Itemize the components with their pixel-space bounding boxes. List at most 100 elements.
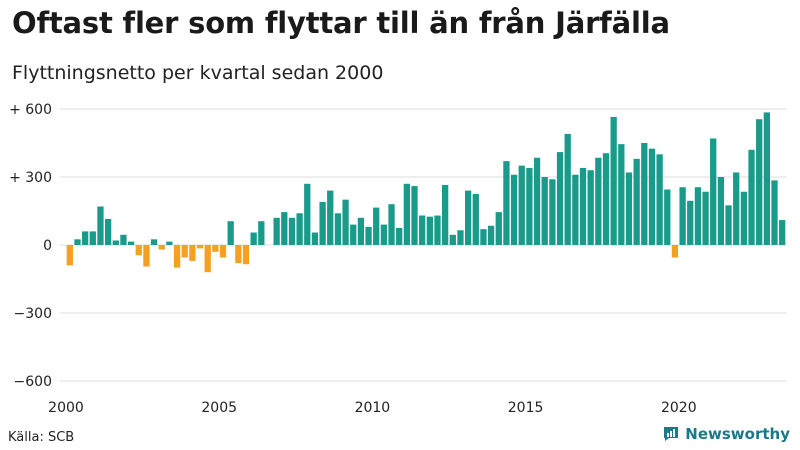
bar	[281, 212, 288, 245]
bar	[618, 144, 625, 245]
x-tick-label: 2000	[48, 400, 84, 416]
bar	[679, 187, 686, 245]
bar	[633, 158, 640, 245]
bar	[82, 231, 89, 245]
bar	[717, 177, 725, 245]
bar	[457, 230, 464, 245]
bar	[771, 180, 778, 245]
bar	[472, 194, 479, 245]
bar	[296, 213, 303, 245]
bar	[564, 133, 571, 245]
bar	[411, 186, 418, 245]
bar	[242, 245, 250, 265]
bar	[740, 191, 748, 245]
bar	[556, 152, 564, 245]
bar	[595, 157, 602, 245]
bar	[403, 183, 410, 245]
bar	[694, 187, 702, 245]
bar	[426, 216, 433, 245]
bar	[449, 234, 456, 245]
bar	[648, 148, 656, 245]
bar	[150, 239, 158, 245]
bar	[388, 204, 395, 245]
bar	[380, 224, 388, 245]
x-tick-label: 2015	[508, 400, 544, 416]
bar	[641, 143, 648, 245]
bar	[350, 224, 357, 245]
bar	[127, 241, 135, 245]
bar	[173, 245, 181, 268]
x-tick-label: 2010	[355, 400, 391, 416]
x-tick-label: 2020	[661, 400, 697, 416]
y-tick-label: −600	[14, 374, 52, 390]
brand-name: Newsworthy	[685, 425, 790, 443]
bar	[579, 167, 587, 245]
bar	[702, 191, 709, 245]
bar	[602, 153, 610, 245]
bar	[104, 218, 112, 245]
bar	[250, 232, 257, 245]
bar	[487, 225, 495, 245]
bar	[518, 165, 525, 245]
x-axis-ticks: 2000 2005 2010 2015 2020	[48, 400, 696, 416]
bar	[120, 234, 127, 245]
bar	[181, 245, 188, 258]
bar	[158, 245, 165, 250]
bar	[510, 174, 518, 245]
bar	[189, 245, 196, 261]
bar	[503, 161, 510, 245]
bar	[66, 245, 73, 266]
bar	[227, 221, 234, 245]
bar	[733, 172, 740, 245]
y-tick-label: + 300	[9, 170, 52, 186]
y-tick-label: 0	[43, 238, 52, 254]
chart-subtitle: Flyttningsnetto per kvartal sedan 2000	[12, 62, 384, 84]
bar	[779, 220, 786, 245]
bar	[74, 239, 81, 245]
bar	[196, 245, 204, 249]
bar-chart: + 600 + 300 0 −300 −600 2000 2005 2010 2015 2020	[9, 102, 786, 416]
chart-title: Oftast fler som flyttar till än från Jär…	[12, 6, 670, 40]
bar	[495, 212, 502, 245]
bar	[533, 157, 541, 245]
bar	[334, 213, 342, 245]
bar	[304, 183, 311, 245]
bar	[625, 172, 633, 245]
y-tick-label: + 600	[9, 102, 52, 118]
bar	[549, 179, 556, 245]
bar	[258, 221, 265, 245]
bar	[396, 228, 403, 245]
bar	[656, 154, 663, 245]
bar	[442, 184, 449, 245]
bar	[587, 170, 594, 245]
bar	[671, 245, 679, 258]
bar	[135, 245, 142, 256]
bar	[464, 190, 472, 245]
bar	[610, 116, 617, 246]
bar	[756, 119, 763, 245]
bar	[319, 201, 326, 245]
bar	[97, 206, 104, 245]
bar	[342, 199, 349, 245]
bar	[273, 217, 280, 245]
bar	[541, 177, 548, 245]
bar	[166, 241, 173, 245]
x-tick-label: 2005	[201, 400, 237, 416]
bar	[311, 232, 319, 245]
bar	[687, 200, 694, 245]
source-label: Källa: SCB	[8, 430, 75, 445]
bar	[572, 174, 579, 245]
bar	[373, 207, 380, 245]
bar	[480, 229, 487, 245]
bar	[419, 215, 426, 245]
bar	[710, 138, 717, 245]
bar	[725, 205, 732, 245]
bar	[748, 149, 755, 245]
bars	[66, 112, 786, 273]
newsworthy-logo-icon	[664, 427, 679, 441]
brand-logo[interactable]: Newsworthy	[662, 425, 790, 443]
grid-lines	[60, 108, 786, 382]
bar	[235, 245, 242, 264]
bar	[112, 240, 119, 245]
bar	[357, 217, 365, 245]
